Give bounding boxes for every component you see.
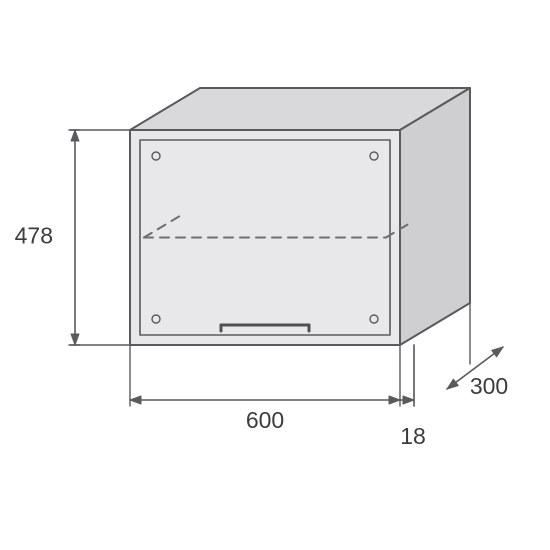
cabinet-dimension-diagram: 478 600 18 300 [0,0,550,550]
door-circle-2 [152,315,160,323]
dim-label-gap: 18 [400,423,426,449]
dim-label-depth: 300 [470,373,508,399]
dim-label-width: 600 [246,407,284,433]
door-circle-0 [152,152,160,160]
door-circle-3 [370,315,378,323]
door-circle-1 [370,152,378,160]
cabinet-side-face [400,88,470,345]
dim-label-height: 478 [15,223,53,249]
